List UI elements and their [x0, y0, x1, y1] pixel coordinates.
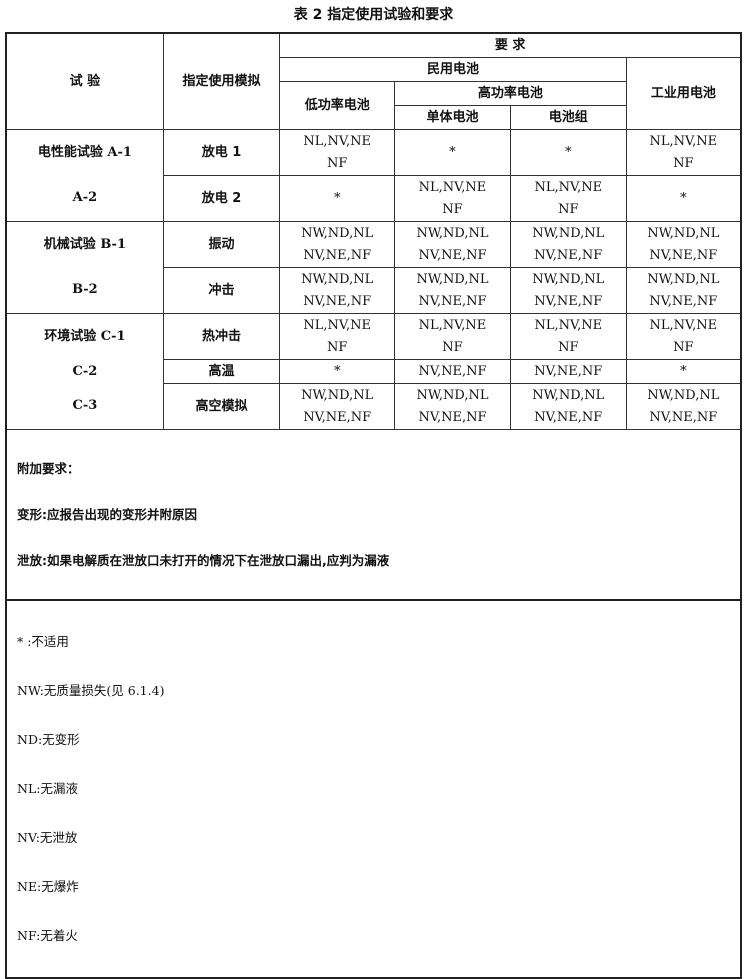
cell-test: 机械试验 B-1: [5, 221, 164, 268]
cell-low: *: [279, 175, 396, 222]
cell-industrial: *: [625, 175, 742, 222]
legend-line: * :不适用: [17, 633, 69, 649]
cell-sim: 热冲击: [162, 313, 281, 360]
cell-sim: 放电 1: [162, 129, 281, 176]
cell-industrial: NL,NV,NE NF: [625, 129, 742, 176]
header-high-power: 高功率电池: [394, 81, 627, 106]
table-row: 环境试验 C-1 热冲击 NL,NV,NE NF NL,NV,NE NF NL,NV,N…: [5, 313, 742, 360]
header-pack: 电池组: [509, 105, 627, 130]
cell-single: *: [394, 129, 511, 176]
cell-low: NL,NV,NE NF: [279, 313, 396, 360]
cell-low: NL,NV,NE NF: [279, 129, 396, 176]
cell-low: NW,ND,NL NV,NE,NF: [279, 267, 396, 314]
cell-sim: 高温: [162, 359, 281, 384]
cell-pack: *: [509, 129, 627, 176]
table-row: 电性能试验 A-1 放电 1 NL,NV,NE NF * * NL,NV,NE NF: [5, 129, 742, 176]
cell-low: NW,ND,NL NV,NE,NF: [279, 221, 396, 268]
cell-sim: 高空模拟: [162, 383, 281, 430]
test-requirements-table: 试 验 指定使用模拟 要 求 民用电池 工业用电池 低功率电池 高功率电池 单体…: [5, 32, 742, 979]
cell-low: *: [279, 359, 396, 384]
header-low-power: 低功率电池: [279, 81, 396, 130]
legend-line: NF:无着火: [17, 927, 78, 943]
legend-line: NV:无泄放: [17, 829, 78, 845]
cell-single: NL,NV,NE NF: [394, 313, 511, 360]
cell-single: NW,ND,NL NV,NE,NF: [394, 383, 511, 430]
cell-test: A-2: [5, 175, 164, 222]
header-test: 试 验: [5, 32, 164, 130]
cell-industrial: NW,ND,NL NV,NE,NF: [625, 267, 742, 314]
header-civil: 民用电池: [279, 57, 627, 82]
cell-test: C-2: [5, 359, 164, 384]
legend-line: NL:无漏液: [17, 780, 78, 796]
legend-line: NE:无爆炸: [17, 878, 79, 894]
header-industrial: 工业用电池: [625, 57, 742, 130]
table-row: C-2 高温 * NV,NE,NF NV,NE,NF *: [5, 359, 742, 384]
cell-pack: NW,ND,NL NV,NE,NF: [509, 383, 627, 430]
note-line: 附加要求：: [17, 461, 80, 476]
header-single-cell: 单体电池: [394, 105, 511, 130]
cell-pack: NW,ND,NL NV,NE,NF: [509, 267, 627, 314]
header-simulation: 指定使用模拟: [162, 32, 281, 130]
note-line: 泄放:如果电解质在泄放口未打开的情况下在泄放口漏出,应判为漏液: [17, 553, 390, 568]
cell-sim: 冲击: [162, 267, 281, 314]
table-row: A-2 放电 2 * NL,NV,NE NF NL,NV,NE NF *: [5, 175, 742, 222]
table-row: C-3 高空模拟 NW,ND,NL NV,NE,NF NW,ND,NL NV,NE,N…: [5, 383, 742, 430]
table-row: B-2 冲击 NW,ND,NL NV,NE,NF NW,ND,NL NV,NE,NF N…: [5, 267, 742, 314]
cell-low: NW,ND,NL NV,NE,NF: [279, 383, 396, 430]
additional-requirements: 附加要求： 变形:应报告出现的变形并附原因 泄放:如果电解质在泄放口未打开的情况…: [5, 429, 742, 601]
cell-single: NW,ND,NL NV,NE,NF: [394, 221, 511, 268]
cell-single: NW,ND,NL NV,NE,NF: [394, 267, 511, 314]
header-requirements: 要 求: [279, 32, 742, 58]
table-title: 表 2 指定使用试验和要求: [293, 7, 454, 23]
cell-test: 环境试验 C-1: [5, 313, 164, 360]
cell-test: B-2: [5, 267, 164, 314]
cell-sim: 振动: [162, 221, 281, 268]
cell-industrial: NW,ND,NL NV,NE,NF: [625, 383, 742, 430]
cell-test: C-3: [5, 383, 164, 430]
abbreviation-legend: * :不适用 NW:无质量损失(见 6.1.4) ND:无变形 NL:无漏液 N…: [5, 599, 742, 978]
cell-industrial: *: [625, 359, 742, 384]
cell-industrial: NW,ND,NL NV,NE,NF: [625, 221, 742, 268]
cell-pack: NL,NV,NE NF: [509, 313, 627, 360]
cell-pack: NV,NE,NF: [509, 359, 627, 384]
note-line: 变形:应报告出现的变形并附原因: [17, 507, 197, 522]
cell-pack: NL,NV,NE NF: [509, 175, 627, 222]
legend-line: ND:无变形: [17, 731, 80, 747]
cell-test: 电性能试验 A-1: [5, 129, 164, 176]
cell-single: NL,NV,NE NF: [394, 175, 511, 222]
table-row: 机械试验 B-1 振动 NW,ND,NL NV,NE,NF NW,ND,NL NV,N…: [5, 221, 742, 268]
cell-pack: NW,ND,NL NV,NE,NF: [509, 221, 627, 268]
cell-sim: 放电 2: [162, 175, 281, 222]
cell-industrial: NL,NV,NE NF: [625, 313, 742, 360]
cell-single: NV,NE,NF: [394, 359, 511, 384]
legend-line: NW:无质量损失(见 6.1.4): [17, 682, 165, 698]
